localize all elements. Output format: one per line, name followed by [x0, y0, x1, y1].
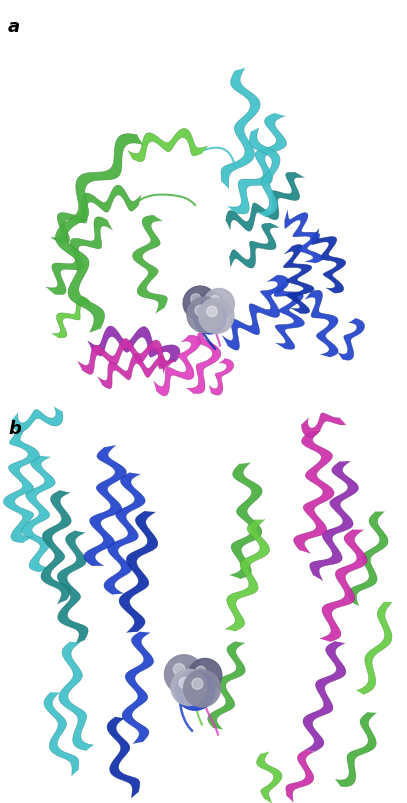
Polygon shape	[52, 297, 90, 338]
Polygon shape	[226, 173, 304, 232]
Polygon shape	[303, 642, 346, 752]
Text: a: a	[8, 18, 20, 36]
Circle shape	[201, 300, 211, 310]
Polygon shape	[44, 692, 79, 776]
Circle shape	[175, 671, 214, 711]
Circle shape	[210, 296, 220, 305]
Polygon shape	[357, 602, 392, 695]
Polygon shape	[349, 512, 388, 606]
Polygon shape	[3, 429, 39, 543]
Circle shape	[171, 670, 207, 706]
Circle shape	[178, 663, 212, 698]
Polygon shape	[46, 218, 112, 296]
Polygon shape	[57, 531, 88, 645]
Circle shape	[194, 293, 226, 325]
Polygon shape	[283, 245, 314, 314]
Polygon shape	[59, 642, 94, 751]
Circle shape	[164, 655, 204, 694]
Polygon shape	[310, 462, 359, 581]
Circle shape	[179, 678, 190, 688]
Polygon shape	[294, 431, 334, 553]
Polygon shape	[78, 339, 175, 375]
Circle shape	[188, 658, 222, 692]
Polygon shape	[320, 530, 367, 642]
Polygon shape	[230, 224, 279, 269]
Polygon shape	[338, 319, 365, 361]
Text: b: b	[8, 419, 21, 438]
Polygon shape	[222, 276, 289, 351]
Circle shape	[195, 306, 206, 316]
Polygon shape	[187, 328, 221, 394]
Circle shape	[204, 289, 234, 320]
Polygon shape	[107, 717, 140, 798]
Polygon shape	[51, 185, 141, 243]
Polygon shape	[122, 632, 153, 744]
Polygon shape	[119, 512, 158, 633]
Polygon shape	[230, 463, 262, 579]
Circle shape	[186, 671, 196, 682]
Polygon shape	[84, 446, 126, 566]
Circle shape	[183, 287, 217, 320]
Circle shape	[184, 679, 196, 691]
Circle shape	[207, 307, 217, 317]
Polygon shape	[22, 456, 55, 573]
Polygon shape	[302, 414, 346, 438]
Polygon shape	[256, 752, 282, 803]
Circle shape	[191, 295, 201, 304]
Circle shape	[192, 679, 203, 690]
Circle shape	[201, 309, 211, 319]
Polygon shape	[221, 69, 260, 190]
Circle shape	[196, 666, 206, 676]
Circle shape	[184, 670, 221, 707]
Circle shape	[187, 298, 222, 333]
Polygon shape	[12, 407, 63, 432]
Polygon shape	[335, 712, 376, 787]
Circle shape	[194, 302, 226, 335]
Polygon shape	[154, 336, 201, 397]
Polygon shape	[305, 291, 338, 357]
Polygon shape	[41, 491, 71, 604]
Polygon shape	[225, 520, 269, 631]
Polygon shape	[133, 216, 167, 314]
Polygon shape	[208, 642, 245, 729]
Circle shape	[173, 664, 185, 675]
Polygon shape	[104, 473, 145, 595]
Polygon shape	[128, 129, 208, 162]
Polygon shape	[286, 750, 314, 802]
Polygon shape	[98, 355, 166, 389]
Polygon shape	[88, 327, 180, 365]
Polygon shape	[249, 128, 280, 218]
Polygon shape	[285, 211, 323, 263]
Circle shape	[199, 299, 234, 334]
Polygon shape	[274, 282, 304, 350]
Polygon shape	[55, 135, 143, 333]
Polygon shape	[228, 114, 287, 214]
Polygon shape	[209, 359, 234, 396]
Polygon shape	[311, 230, 346, 294]
